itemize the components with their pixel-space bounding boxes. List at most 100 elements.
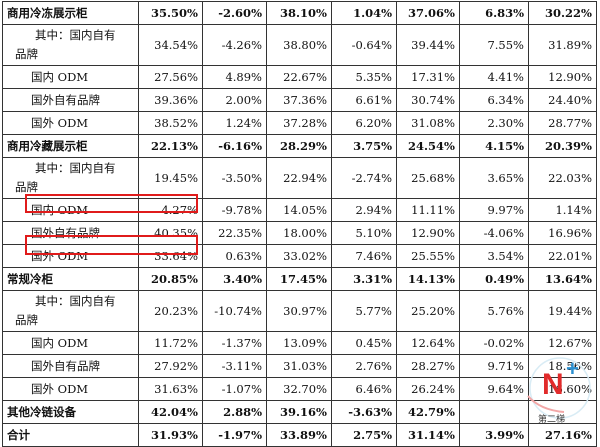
value-cell: 0.49% <box>459 267 529 291</box>
svg-text:第二梯: 第二梯 <box>538 413 565 425</box>
value-cell: 19.44% <box>528 290 597 332</box>
row-label: 国外自有品牌 <box>2 354 139 378</box>
value-cell: 37.28% <box>266 111 332 135</box>
value-cell: 6.61% <box>331 88 397 112</box>
value-cell: 38.10% <box>266 1 332 25</box>
value-cell: 6.20% <box>331 111 397 135</box>
value-cell: 22.01% <box>528 244 597 268</box>
value-cell: -0.02% <box>459 331 529 355</box>
row-label: 国内 ODM <box>2 331 139 355</box>
value-cell: 2.30% <box>459 111 529 135</box>
row-label: 国外自有品牌 <box>2 88 139 112</box>
value-cell: 42.79% <box>396 400 460 424</box>
table-row: 国外 ODM 31.63% -1.07% 32.70% 6.46% 26.24% 9.64%… <box>2 377 597 401</box>
value-cell: 14.05% <box>266 198 332 222</box>
value-cell: 5.35% <box>331 65 397 89</box>
row-label: 国外自有品牌 <box>2 221 139 245</box>
value-cell: 33.89% <box>266 423 332 447</box>
table-row: 其中：国内自有 品牌 19.45% -3.50% 22.94% -2.74% 25.68% 3… <box>2 157 597 199</box>
row-label: 商用冷藏展示柜 <box>2 134 139 158</box>
row-label: 国内 ODM <box>2 198 139 222</box>
value-cell: -4.26% <box>202 24 267 66</box>
value-cell: 30.74% <box>396 88 460 112</box>
value-cell: 24.54% <box>396 134 460 158</box>
value-cell: 4.15% <box>459 134 529 158</box>
value-cell: -4.06% <box>459 221 529 245</box>
table-row: 其他冷链设备 42.04% 2.88% 39.16% -3.63% 42.79% <box>2 400 597 424</box>
value-cell: 11.72% <box>138 331 203 355</box>
value-cell: 9.97% <box>459 198 529 222</box>
value-cell: 25.20% <box>396 290 460 332</box>
value-cell: 33.02% <box>266 244 332 268</box>
value-cell: 17.31% <box>396 65 460 89</box>
value-cell: 37.06% <box>396 1 460 25</box>
value-cell: 2.00% <box>202 88 267 112</box>
value-cell: 31.93% <box>138 423 203 447</box>
value-cell: -6.16% <box>202 134 267 158</box>
value-cell: 16.96% <box>528 221 597 245</box>
value-cell: 18.00% <box>266 221 332 245</box>
svg-text:N: N <box>542 368 564 401</box>
value-cell: 3.99% <box>459 423 529 447</box>
value-cell: 20.39% <box>528 134 597 158</box>
value-cell: 31.89% <box>528 24 597 66</box>
value-cell: 14.13% <box>396 267 460 291</box>
value-cell: 35.50% <box>138 1 203 25</box>
value-cell: 26.24% <box>396 377 460 401</box>
value-cell: 2.94% <box>331 198 397 222</box>
value-cell: 13.64% <box>528 267 597 291</box>
value-cell: 4.27% <box>138 198 203 222</box>
row-label: 合计 <box>2 423 139 447</box>
value-cell: 20.85% <box>138 267 203 291</box>
value-cell: 3.31% <box>331 267 397 291</box>
row-label: 其中：国内自有 品牌 <box>2 290 139 332</box>
row-label: 其中：国内自有 品牌 <box>2 157 139 199</box>
value-cell: 27.56% <box>138 65 203 89</box>
value-cell: 28.29% <box>266 134 332 158</box>
table-row: 其中：国内自有 品牌 20.23% -10.74% 30.97% 5.77% 25.20% 5… <box>2 290 597 332</box>
table-row: 合计 31.93% -1.97% 33.89% 2.75% 31.14% 3.99% 27.1… <box>2 423 597 447</box>
row-label: 国外 ODM <box>2 244 139 268</box>
value-cell: 32.70% <box>266 377 332 401</box>
table-row: 国外 ODM 38.52% 1.24% 37.28% 6.20% 31.08% 2.30% 2… <box>2 111 597 135</box>
value-cell: 37.36% <box>266 88 332 112</box>
table-row: 商用冷藏展示柜 22.13% -6.16% 28.29% 3.75% 24.54% 4.15… <box>2 134 597 158</box>
value-cell: 30.22% <box>528 1 597 25</box>
value-cell: -2.74% <box>331 157 397 199</box>
value-cell: 6.83% <box>459 1 529 25</box>
value-cell: -9.78% <box>202 198 267 222</box>
value-cell: 27.92% <box>138 354 203 378</box>
table-row: 商用冷冻展示柜 35.50% -2.60% 38.10% 1.04% 37.06% 6.83… <box>2 1 597 25</box>
value-cell: 11.11% <box>396 198 460 222</box>
value-cell: -2.60% <box>202 1 267 25</box>
row-label: 常规冷柜 <box>2 267 139 291</box>
value-cell: 5.76% <box>459 290 529 332</box>
value-cell: 4.89% <box>202 65 267 89</box>
value-cell: 39.44% <box>396 24 460 66</box>
value-cell: 1.14% <box>528 198 597 222</box>
value-cell: 6.46% <box>331 377 397 401</box>
value-cell: 22.35% <box>202 221 267 245</box>
value-cell: 31.03% <box>266 354 332 378</box>
value-cell: 22.13% <box>138 134 203 158</box>
value-cell: 3.65% <box>459 157 529 199</box>
value-cell: 3.40% <box>202 267 267 291</box>
value-cell: 0.63% <box>202 244 267 268</box>
value-cell: -3.50% <box>202 157 267 199</box>
value-cell: 24.40% <box>528 88 597 112</box>
value-cell: 33.64% <box>138 244 203 268</box>
value-cell: 12.67% <box>528 331 597 355</box>
value-cell: 12.90% <box>396 221 460 245</box>
value-cell: 22.03% <box>528 157 597 199</box>
value-cell: 31.08% <box>396 111 460 135</box>
table-row: 国外自有品牌 39.36% 2.00% 37.36% 6.61% 30.74% 6.34% 2… <box>2 88 597 112</box>
value-cell: -3.63% <box>331 400 397 424</box>
value-cell: 2.75% <box>331 423 397 447</box>
value-cell: 31.14% <box>396 423 460 447</box>
table-row: 国外自有品牌 27.92% -3.11% 31.03% 2.76% 28.27% 9.71%… <box>2 354 597 378</box>
table-row: 国内 ODM 11.72% -1.37% 13.09% 0.45% 12.64% -0.02… <box>2 331 597 355</box>
value-cell: -0.64% <box>331 24 397 66</box>
value-cell: 20.23% <box>138 290 203 332</box>
value-cell: 38.80% <box>266 24 332 66</box>
